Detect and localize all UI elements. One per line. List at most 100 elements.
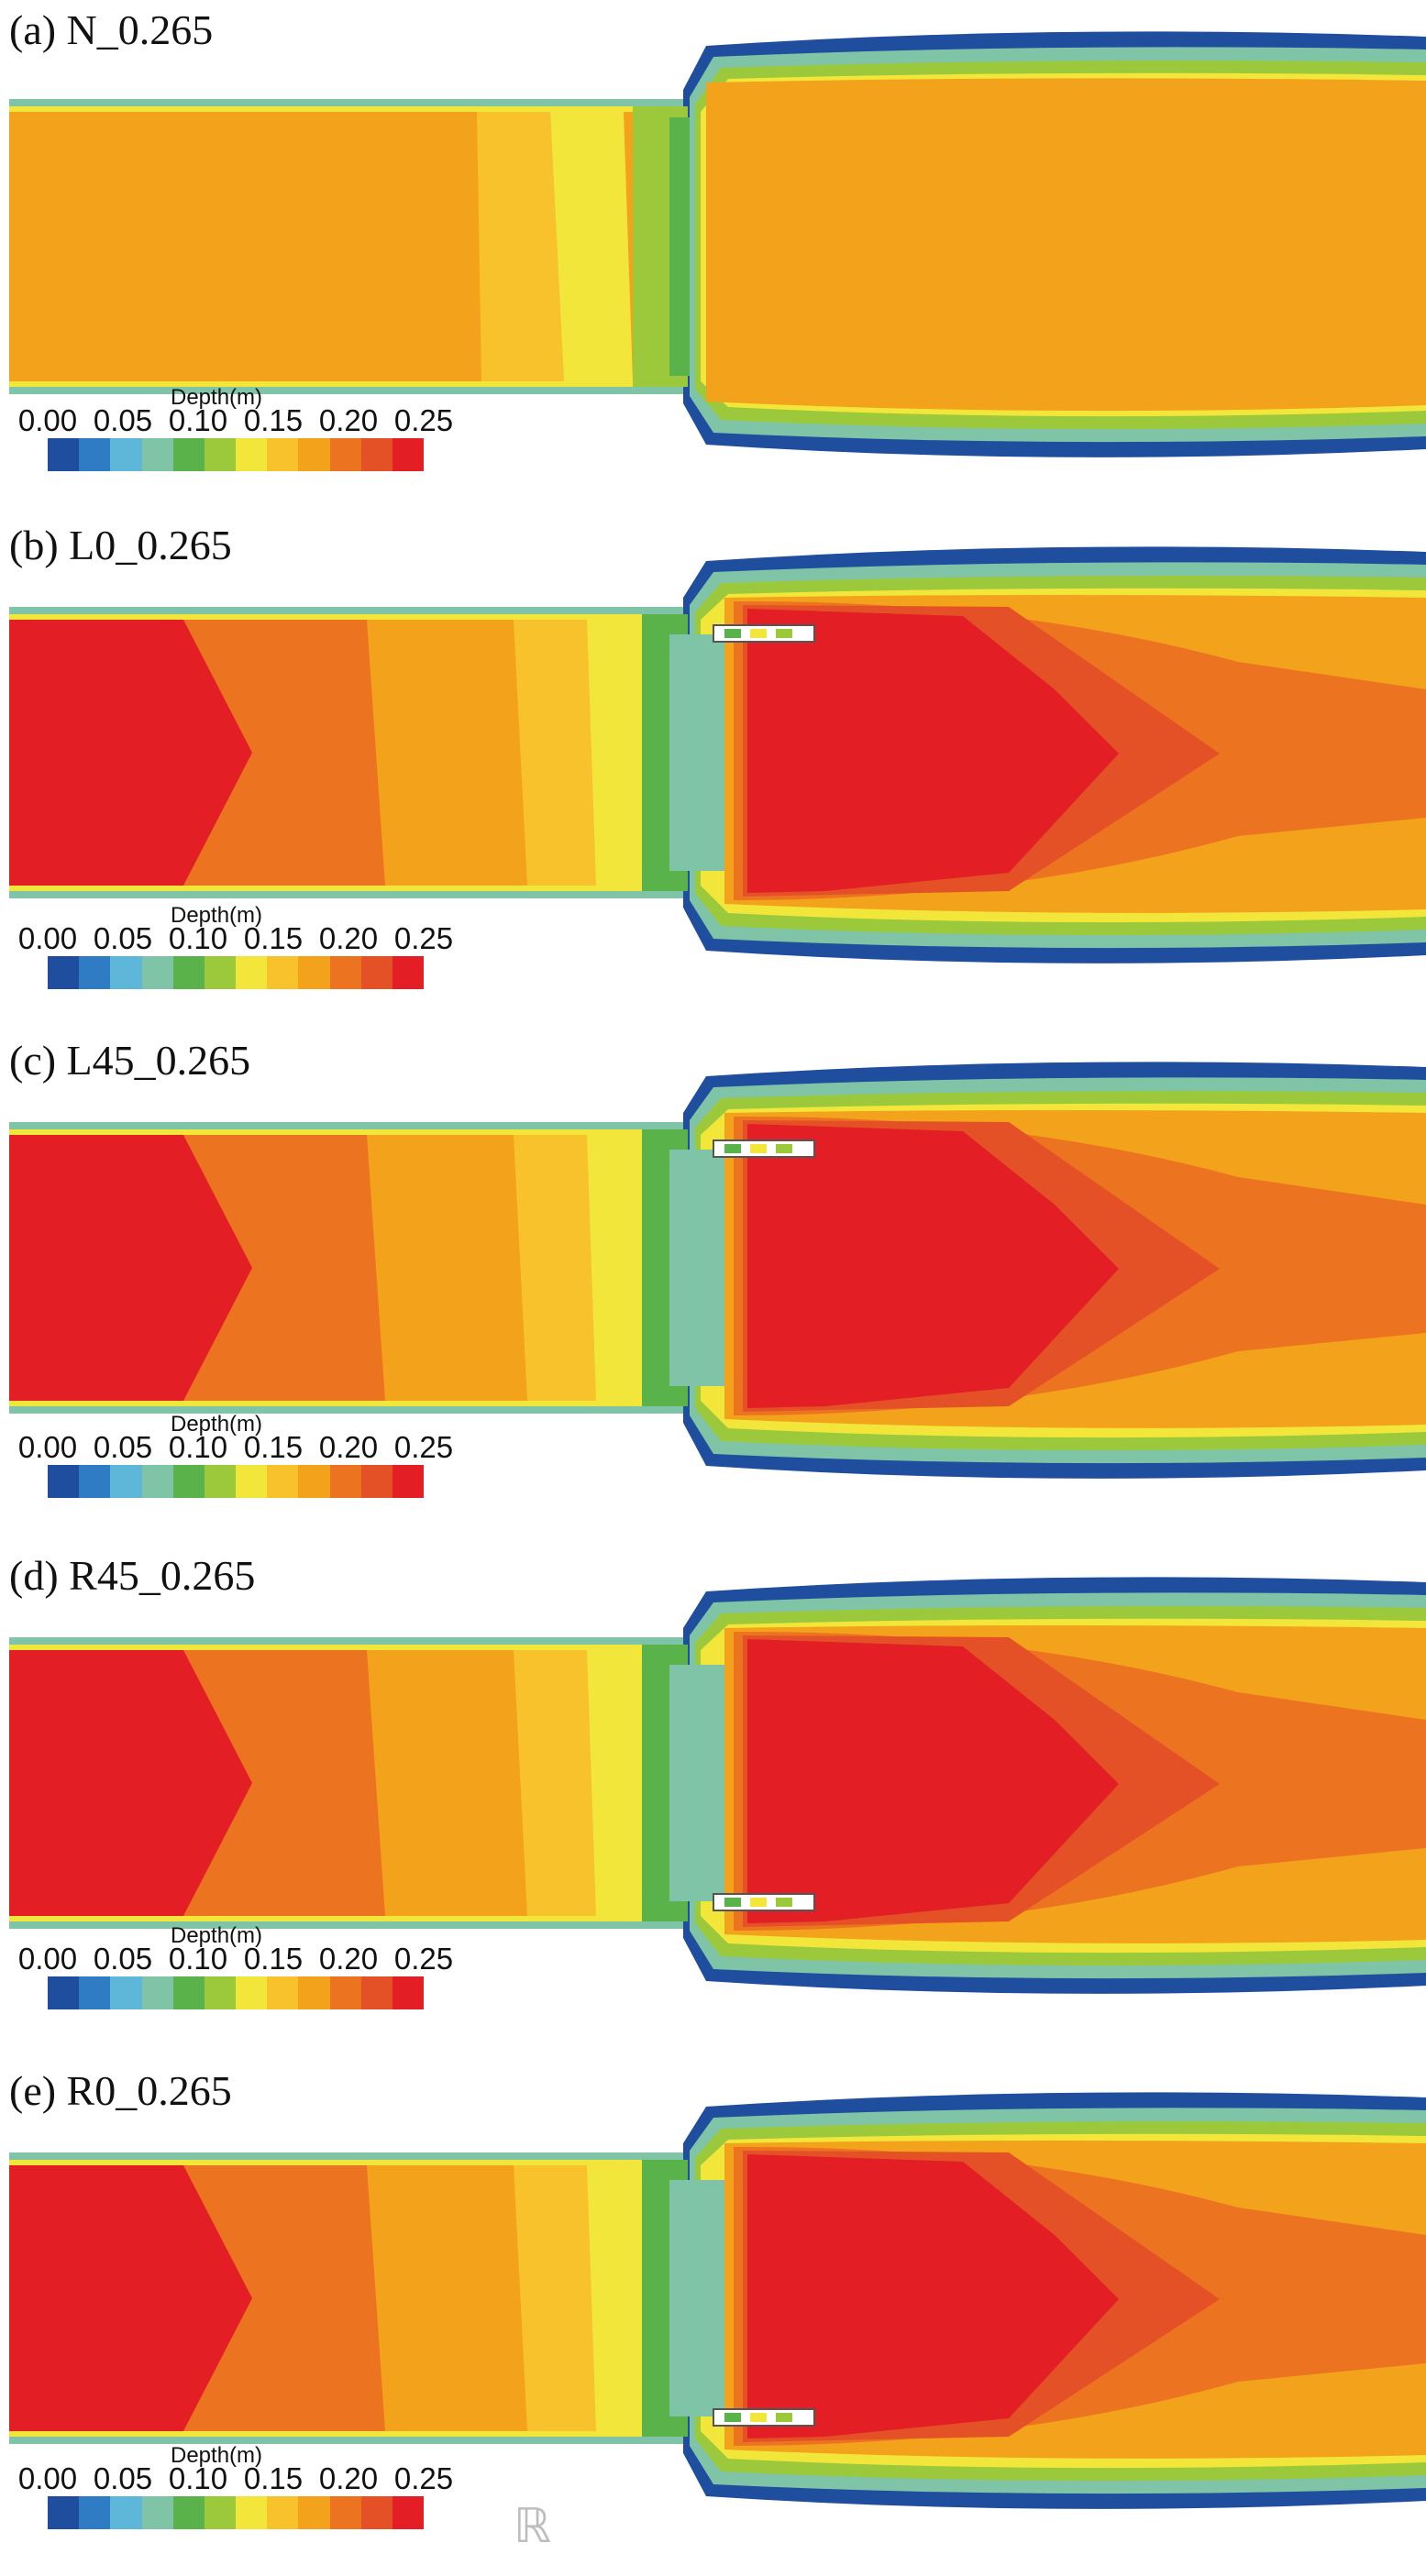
legend-tick-label: 0.25	[393, 921, 454, 955]
legend-tick-label: 0.00	[17, 921, 78, 955]
legend-color-swatch	[329, 438, 361, 471]
depth-legend: Depth(m) 0.00 0.05 0.10 0.15 0.20 0.25	[7, 1412, 466, 1522]
legend-color-swatch	[329, 956, 361, 989]
legend-color-swatch	[141, 438, 173, 471]
legend-tick-label: 0.25	[393, 1430, 454, 1464]
legend-color-swatch	[204, 1976, 237, 2009]
legend-color-swatch	[172, 2496, 205, 2529]
legend-color-bar	[48, 438, 425, 471]
depth-panel: (b) L0_0.265	[0, 515, 1426, 1030]
legend-color-bar	[48, 1465, 425, 1498]
panel-title: (e) R0_0.265	[9, 2067, 232, 2114]
legend-color-swatch	[110, 1465, 142, 1498]
legend-tick-label: 0.00	[17, 1942, 78, 1976]
legend-tick-label: 0.20	[318, 921, 379, 955]
deflector-structure	[713, 1139, 815, 1158]
depth-panel: (a) N_0.265	[0, 0, 1426, 515]
depth-legend: Depth(m) 0.00 0.05 0.10 0.15 0.20 0.25	[7, 2443, 466, 2553]
legend-tick-label: 0.00	[17, 2461, 78, 2495]
legend-color-swatch	[298, 2496, 330, 2529]
legend-color-swatch	[298, 1976, 330, 2009]
legend-color-swatch	[141, 1976, 173, 2009]
legend-color-swatch	[204, 438, 237, 471]
legend-color-swatch	[204, 2496, 237, 2529]
panel-title: (a) N_0.265	[9, 6, 214, 53]
legend-color-swatch	[236, 956, 268, 989]
legend-color-swatch	[236, 438, 268, 471]
legend-tick-label: 0.05	[93, 921, 153, 955]
legend-color-swatch	[172, 1465, 205, 1498]
legend-color-swatch	[48, 1976, 80, 2009]
deflector-structure	[713, 2408, 815, 2427]
legend-color-swatch	[48, 438, 80, 471]
deflector-structure	[713, 1893, 815, 1911]
panel-title: (c) L45_0.265	[9, 1037, 251, 1084]
legend-tick-label: 0.15	[243, 1430, 304, 1464]
legend-color-swatch	[141, 1465, 173, 1498]
legend-color-swatch	[110, 1976, 142, 2009]
legend-color-swatch	[236, 2496, 268, 2529]
legend-color-swatch	[392, 1976, 425, 2009]
legend-color-swatch	[392, 956, 425, 989]
depth-panel: (e) R0_0.265	[0, 2061, 1426, 2576]
legend-color-swatch	[298, 956, 330, 989]
legend-color-swatch	[267, 1976, 299, 2009]
legend-tick-label: 0.10	[168, 921, 228, 955]
legend-color-swatch	[329, 2496, 361, 2529]
legend-tick-label: 0.15	[243, 1942, 304, 1976]
legend-tick-label: 0.10	[168, 1430, 228, 1464]
legend-color-swatch	[48, 1465, 80, 1498]
legend-tick-label: 0.00	[17, 403, 78, 437]
legend-tick-label: 0.20	[318, 1430, 379, 1464]
legend-tick-label: 0.15	[243, 2461, 304, 2495]
legend-color-swatch	[141, 956, 173, 989]
legend-color-swatch	[110, 438, 142, 471]
deflector-structure	[713, 624, 815, 643]
legend-color-swatch	[329, 1976, 361, 2009]
legend-color-swatch	[79, 956, 111, 989]
legend-color-swatch	[360, 438, 392, 471]
legend-color-swatch	[267, 2496, 299, 2529]
legend-color-swatch	[141, 2496, 173, 2529]
legend-tick-label: 0.10	[168, 2461, 228, 2495]
legend-color-swatch	[204, 1465, 237, 1498]
depth-contour-map	[9, 31, 1426, 457]
depth-contour-map	[9, 546, 1426, 963]
legend-color-swatch	[329, 1465, 361, 1498]
legend-color-swatch	[392, 438, 425, 471]
panel-title: (b) L0_0.265	[9, 522, 232, 568]
legend-color-swatch	[172, 438, 205, 471]
legend-color-swatch	[360, 1976, 392, 2009]
legend-color-swatch	[79, 2496, 111, 2529]
legend-color-swatch	[172, 1976, 205, 2009]
legend-tick-label: 0.05	[93, 2461, 153, 2495]
legend-tick-label: 0.10	[168, 1942, 228, 1976]
legend-color-swatch	[172, 956, 205, 989]
legend-color-swatch	[392, 2496, 425, 2529]
legend-tick-label: 0.20	[318, 403, 379, 437]
depth-legend: Depth(m) 0.00 0.05 0.10 0.15 0.20 0.25	[7, 903, 466, 1013]
legend-tick-label: 0.05	[93, 403, 153, 437]
legend-tick-label: 0.05	[93, 1430, 153, 1464]
depth-legend: Depth(m) 0.00 0.05 0.10 0.15 0.20 0.25	[7, 1923, 466, 2033]
legend-color-swatch	[267, 956, 299, 989]
legend-tick-label: 0.25	[393, 2461, 454, 2495]
legend-color-swatch	[298, 438, 330, 471]
legend-title: Depth(m)	[171, 385, 263, 410]
legend-color-swatch	[360, 956, 392, 989]
depth-legend: Depth(m) 0.00 0.05 0.10 0.15 0.20 0.25	[7, 385, 466, 495]
legend-color-swatch	[110, 2496, 142, 2529]
legend-tick-label: 0.25	[393, 1942, 454, 1976]
legend-color-swatch	[204, 956, 237, 989]
legend-color-swatch	[79, 1976, 111, 2009]
legend-color-swatch	[79, 438, 111, 471]
legend-color-swatch	[298, 1465, 330, 1498]
logo-watermark: ℝ	[514, 2500, 552, 2553]
legend-color-swatch	[267, 438, 299, 471]
depth-panel: (d) R45_0.265	[0, 1546, 1426, 2061]
depth-contour-map	[9, 2092, 1426, 2509]
depth-panel: (c) L45_0.265	[0, 1030, 1426, 1546]
legend-color-swatch	[79, 1465, 111, 1498]
panel-title: (d) R45_0.265	[9, 1552, 256, 1599]
legend-tick-label: 0.15	[243, 921, 304, 955]
